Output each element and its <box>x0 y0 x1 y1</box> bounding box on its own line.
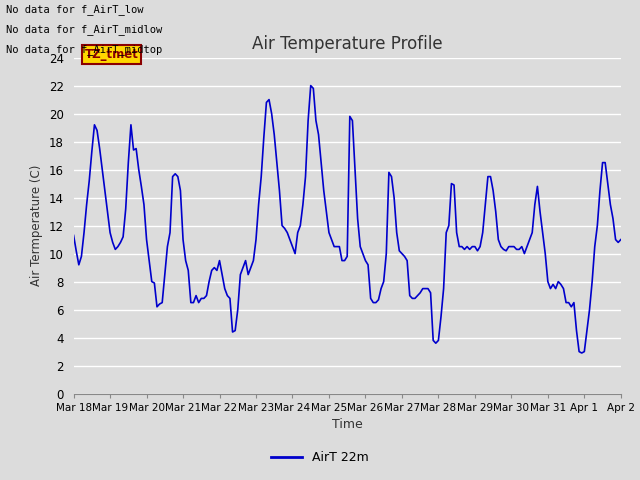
Legend: AirT 22m: AirT 22m <box>266 446 374 469</box>
Title: Air Temperature Profile: Air Temperature Profile <box>252 35 442 53</box>
Text: TZ_tmet: TZ_tmet <box>84 48 138 60</box>
Text: No data for f_AirT_midlow: No data for f_AirT_midlow <box>6 24 163 35</box>
Text: No data for f_AirT_midtop: No data for f_AirT_midtop <box>6 44 163 55</box>
Text: No data for f_AirT_low: No data for f_AirT_low <box>6 4 144 15</box>
X-axis label: Time: Time <box>332 418 363 431</box>
Y-axis label: Air Termperature (C): Air Termperature (C) <box>30 165 44 286</box>
